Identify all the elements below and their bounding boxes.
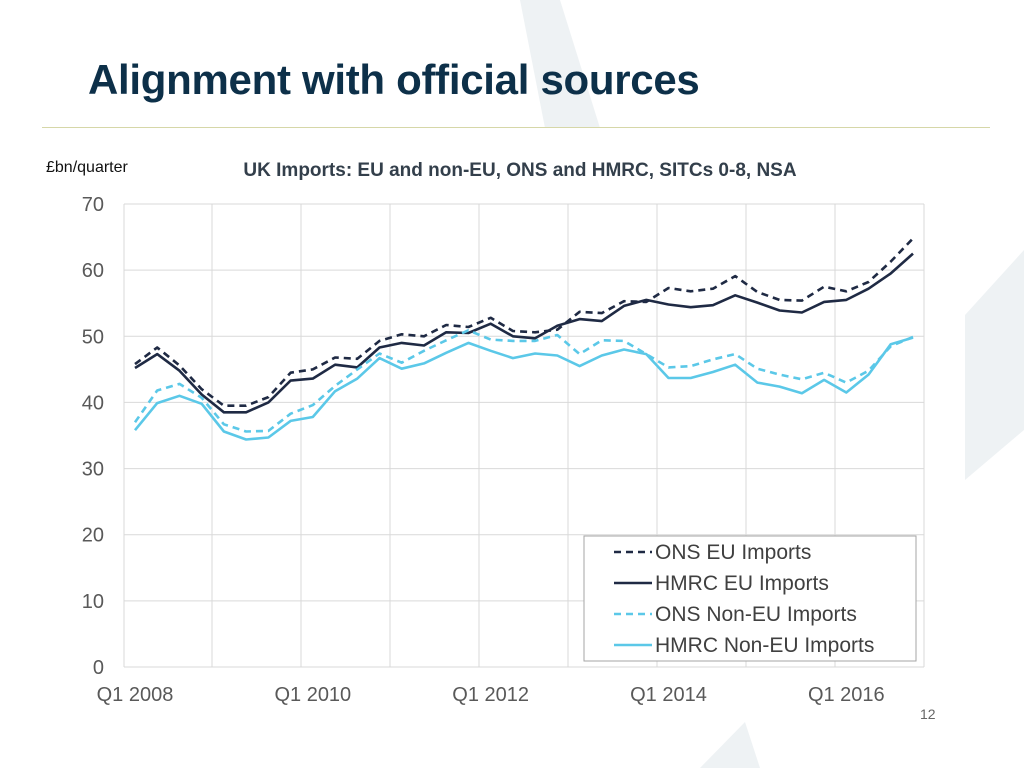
x-tick-label: Q1 2010: [274, 684, 351, 706]
y-tick-label: 30: [82, 459, 104, 481]
x-tick-label: Q1 2008: [97, 684, 174, 706]
series-line-hmrc-non-eu-imports: [133, 336, 914, 441]
legend-box: [583, 535, 917, 662]
chart-series: [133, 237, 914, 441]
title-divider: [42, 127, 990, 128]
unit-label: £bn/quarter: [46, 159, 129, 176]
chart-title: UK Imports: EU and non-EU, ONS and HMRC,…: [243, 160, 796, 181]
legend-label: HMRC Non-EU Imports: [655, 634, 874, 657]
y-tick-label: 70: [82, 194, 104, 216]
decor-shape-top: [520, 0, 600, 128]
series-line-ons-eu-imports: [134, 237, 914, 408]
page-number: 12: [920, 706, 936, 722]
chart-legend: ONS EU Imports HMRC EU Imports ONS Non-EU …: [583, 535, 917, 662]
chart-axes: 0 10 20 30 40 50 60 70 Q1 2008 Q1 2010 Q1 2012 Q1 2…: [82, 194, 885, 706]
decor-shape-right: [965, 250, 1024, 480]
y-tick-label: 40: [82, 392, 104, 414]
y-tick-label: 10: [82, 591, 104, 613]
y-tick-label: 50: [82, 326, 104, 348]
x-tick-label: Q1 2012: [452, 684, 529, 706]
x-tick-label: Q1 2014: [630, 684, 707, 706]
legend-label: ONS EU Imports: [655, 541, 811, 564]
decor-shape-bottom: [700, 722, 760, 768]
x-tick-label: Q1 2016: [808, 684, 885, 706]
slide-title: Alignment with official sources: [88, 56, 700, 103]
legend-label: ONS Non-EU Imports: [655, 603, 857, 626]
y-tick-label: 60: [82, 260, 104, 282]
y-tick-label: 20: [82, 525, 104, 547]
legend-label: HMRC EU Imports: [655, 572, 829, 595]
y-tick-label: 0: [93, 657, 104, 679]
series-line-hmrc-eu-imports: [134, 252, 914, 414]
series-line-ons-non-eu-imports: [133, 328, 914, 433]
